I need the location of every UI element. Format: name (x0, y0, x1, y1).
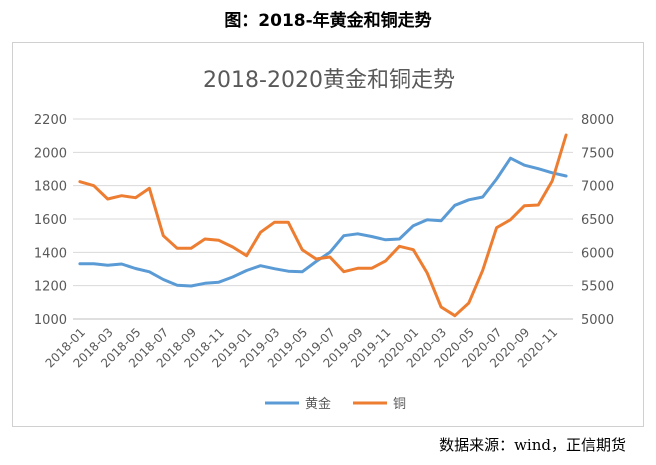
chart-title: 2018-2020黄金和铜走势 (203, 68, 455, 93)
grid-layer (73, 118, 573, 320)
right-tick-label: 7500 (581, 146, 614, 161)
right-tick-label: 7000 (581, 180, 614, 195)
series-line-copper (78, 133, 568, 318)
right-tick-label: 5500 (581, 280, 614, 295)
left-tick-label: 1400 (34, 246, 67, 261)
series-layer (78, 133, 568, 318)
right-tick-label: 8000 (581, 113, 614, 128)
source-note: 数据来源：wind，正信期货 (439, 436, 626, 454)
right-tick-label: 5000 (581, 313, 614, 328)
left-tick-label: 1600 (34, 213, 67, 228)
legend-label: 铜 (393, 397, 406, 412)
figure-title: 图：2018-年黄金和铜走势 (224, 11, 432, 31)
left-tick-label: 1800 (34, 180, 67, 195)
right-tick-label: 6500 (581, 213, 614, 228)
left-tick-label: 2200 (34, 113, 67, 128)
left-tick-label: 2000 (34, 146, 67, 161)
left-tick-label: 1000 (34, 313, 67, 328)
series-line-gold (78, 156, 568, 288)
legend: 黄金 铜 (265, 396, 406, 412)
legend-label: 黄金 (305, 396, 331, 412)
right-tick-label: 6000 (581, 246, 614, 261)
chart-svg: 1000 1200 1400 1600 1800 2000 2200 5000 5500 6000… (34, 68, 614, 412)
axis-layer: 1000 1200 1400 1600 1800 2000 2200 5000 5500 6000… (34, 113, 614, 371)
left-tick-label: 1200 (34, 280, 67, 295)
chart-frame: 1000 1200 1400 1600 1800 2000 2200 5000 5500 6000… (12, 42, 644, 427)
